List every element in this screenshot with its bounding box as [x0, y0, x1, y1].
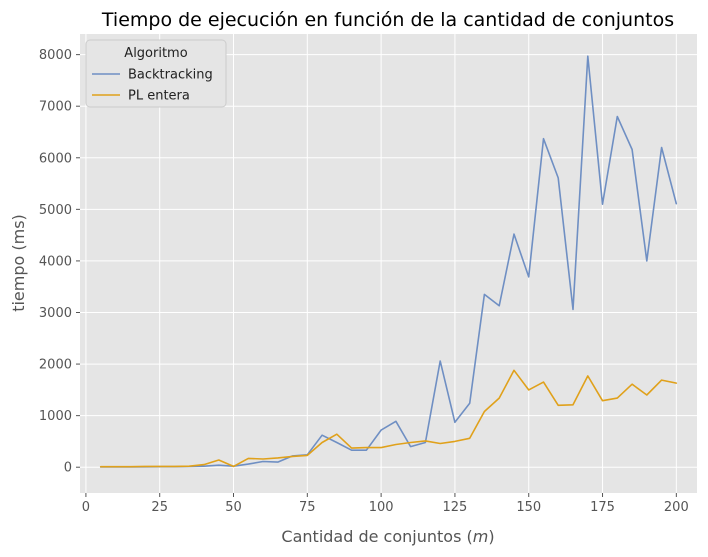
- legend: Algoritmo Backtracking PL entera: [85, 39, 227, 108]
- y-tick-label: 7000: [39, 100, 72, 115]
- chart-title: Tiempo de ejecución en función de la can…: [101, 9, 674, 31]
- x-tick-label: 175: [590, 500, 615, 515]
- series-line-backtracking: [99, 55, 678, 468]
- y-tick-label: 3000: [39, 306, 72, 321]
- y-tick-label: 1000: [39, 409, 72, 424]
- x-tick-label: 25: [151, 500, 168, 515]
- x-axis-label-close: ): [488, 527, 494, 546]
- x-axis-label-main: Cantidad de conjuntos (: [281, 527, 472, 546]
- plot-area: [80, 34, 697, 493]
- y-tick-label: 2000: [39, 358, 72, 373]
- legend-entry-label: Backtracking: [128, 68, 213, 83]
- x-tick-label: 100: [369, 500, 394, 515]
- x-axis-label: Cantidad de conjuntos (m): [281, 527, 494, 546]
- grid-lines: [80, 34, 697, 493]
- legend-box: [85, 39, 227, 108]
- y-tick-label: 5000: [39, 203, 72, 218]
- y-tick-label: 6000: [39, 151, 72, 166]
- y-tick-label: 4000: [39, 254, 72, 269]
- y-axis-label: tiempo (ms): [9, 214, 28, 312]
- y-tick-label: 8000: [39, 48, 72, 63]
- y-tick-label: 0: [64, 461, 72, 476]
- x-tick-label: 0: [82, 500, 90, 515]
- x-axis-label-variable: m: [473, 527, 489, 546]
- x-axis-ticks: 0 25 50 75 100 125 150 175 200: [82, 493, 689, 515]
- x-tick-label: 200: [664, 500, 689, 515]
- x-tick-label: 125: [443, 500, 468, 515]
- legend-entry-label: PL entera: [128, 89, 190, 104]
- series-lines: [99, 55, 678, 468]
- series-line-pl-entera: [99, 369, 678, 468]
- y-axis-ticks: 0 1000 2000 3000 4000 5000 6000 7000 8000: [39, 48, 80, 476]
- legend-title: Algoritmo: [124, 46, 187, 61]
- x-tick-label: 150: [516, 500, 541, 515]
- x-tick-label: 75: [299, 500, 316, 515]
- x-tick-label: 50: [225, 500, 242, 515]
